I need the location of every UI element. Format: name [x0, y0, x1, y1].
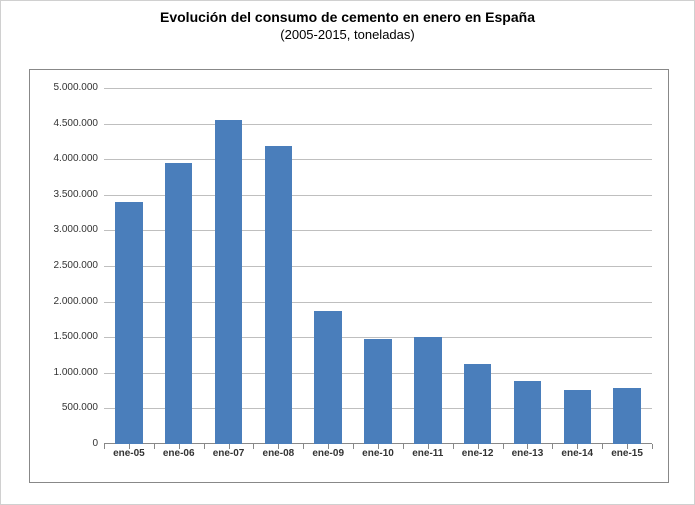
- x-boundary-tick: [552, 444, 553, 449]
- y-tick-label: 2.000.000: [28, 297, 98, 307]
- bar: [564, 390, 591, 444]
- bar: [115, 202, 142, 444]
- gridline: [104, 124, 652, 125]
- x-boundary-tick: [503, 444, 504, 449]
- y-tick-label: 4.500.000: [28, 119, 98, 129]
- x-boundary-tick: [204, 444, 205, 449]
- x-tick-label: ene-11: [406, 448, 450, 459]
- gridline: [104, 88, 652, 89]
- y-tick-label: 0: [28, 439, 98, 449]
- x-tick-label: ene-09: [306, 448, 350, 459]
- y-tick-label: 5.000.000: [28, 83, 98, 93]
- y-tick-label: 4.000.000: [28, 154, 98, 164]
- bar: [464, 364, 491, 444]
- chart-title: Evolución del consumo de cemento en ener…: [1, 9, 694, 27]
- y-tick-label: 3.000.000: [28, 225, 98, 235]
- bar: [514, 381, 541, 444]
- chart-frame: 0 500.000 1.000.000 1.500.000 2.000.000 2.500…: [29, 69, 669, 483]
- x-boundary-tick: [602, 444, 603, 449]
- y-tick-label: 1.500.000: [28, 332, 98, 342]
- bar: [215, 120, 242, 444]
- chart-container: Evolución del consumo de cemento en ener…: [0, 0, 695, 505]
- x-tick-label: ene-15: [605, 448, 649, 459]
- title-block: Evolución del consumo de cemento en ener…: [1, 9, 694, 43]
- x-boundary-tick: [353, 444, 354, 449]
- x-tick-label: ene-06: [157, 448, 201, 459]
- bar: [414, 337, 441, 444]
- y-tick-label: 500.000: [28, 403, 98, 413]
- bar: [613, 388, 640, 444]
- x-boundary-tick: [253, 444, 254, 449]
- y-tick-label: 2.500.000: [28, 261, 98, 271]
- x-tick-label: ene-08: [256, 448, 300, 459]
- x-tick-label: ene-13: [505, 448, 549, 459]
- x-tick-label: ene-10: [356, 448, 400, 459]
- x-boundary-tick: [104, 444, 105, 449]
- y-tick-label: 1.000.000: [28, 368, 98, 378]
- x-boundary-tick: [403, 444, 404, 449]
- x-boundary-tick: [652, 444, 653, 449]
- bar: [364, 339, 391, 444]
- gridline: [104, 159, 652, 160]
- x-boundary-tick: [154, 444, 155, 449]
- x-boundary-tick: [303, 444, 304, 449]
- x-tick-label: ene-07: [207, 448, 251, 459]
- plot-area: 0500.0001.000.0001.500.0002.000.0002.500…: [104, 88, 652, 444]
- x-tick-label: ene-12: [456, 448, 500, 459]
- bar: [265, 146, 292, 444]
- bar: [165, 163, 192, 444]
- y-tick-label: 3.500.000: [28, 190, 98, 200]
- x-tick-label: ene-05: [107, 448, 151, 459]
- x-tick-label: ene-14: [555, 448, 599, 459]
- chart-subtitle: (2005-2015, toneladas): [1, 27, 694, 43]
- x-boundary-tick: [453, 444, 454, 449]
- bar: [314, 311, 341, 444]
